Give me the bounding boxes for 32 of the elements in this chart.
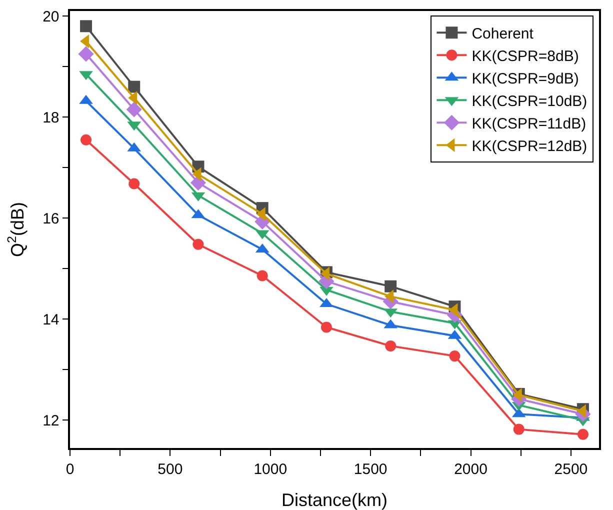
legend-label: KK(CSPR=8dB) — [472, 48, 579, 65]
point — [513, 424, 524, 435]
legend-label: KK(CSPR=11dB) — [472, 115, 586, 132]
point — [80, 20, 92, 32]
point — [128, 178, 140, 190]
point — [192, 238, 204, 250]
x-tick-label: 1000 — [254, 460, 288, 478]
point — [449, 350, 460, 362]
y-tick-label: 16 — [42, 210, 60, 228]
x-axis-title: Distance(km) — [281, 490, 388, 510]
legend-label: KK(CSPR=9dB) — [472, 70, 579, 88]
x-tick-label: 2000 — [454, 460, 488, 478]
legend-label: KK(CSPR=12dB) — [472, 138, 588, 155]
point — [126, 102, 142, 118]
x-tick-label: 1500 — [354, 460, 388, 478]
y-tick-label: 18 — [42, 109, 60, 126]
y-tick-label: 20 — [42, 8, 60, 26]
point — [128, 80, 140, 93]
point — [80, 134, 92, 146]
point — [577, 428, 588, 440]
y-tick-label: 12 — [42, 412, 60, 430]
x-tick-label: 2500 — [554, 460, 588, 478]
point — [384, 280, 397, 292]
x-tick-label: 0 — [66, 460, 74, 478]
point — [256, 270, 268, 282]
legend-label: KK(CSPR=10dB) — [472, 92, 588, 110]
x-tick-label: 500 — [158, 460, 183, 478]
point — [78, 46, 94, 62]
point — [385, 340, 396, 352]
point — [320, 322, 332, 333]
y-tick-label: 14 — [42, 311, 60, 328]
legend-label: Coherent — [472, 25, 534, 42]
